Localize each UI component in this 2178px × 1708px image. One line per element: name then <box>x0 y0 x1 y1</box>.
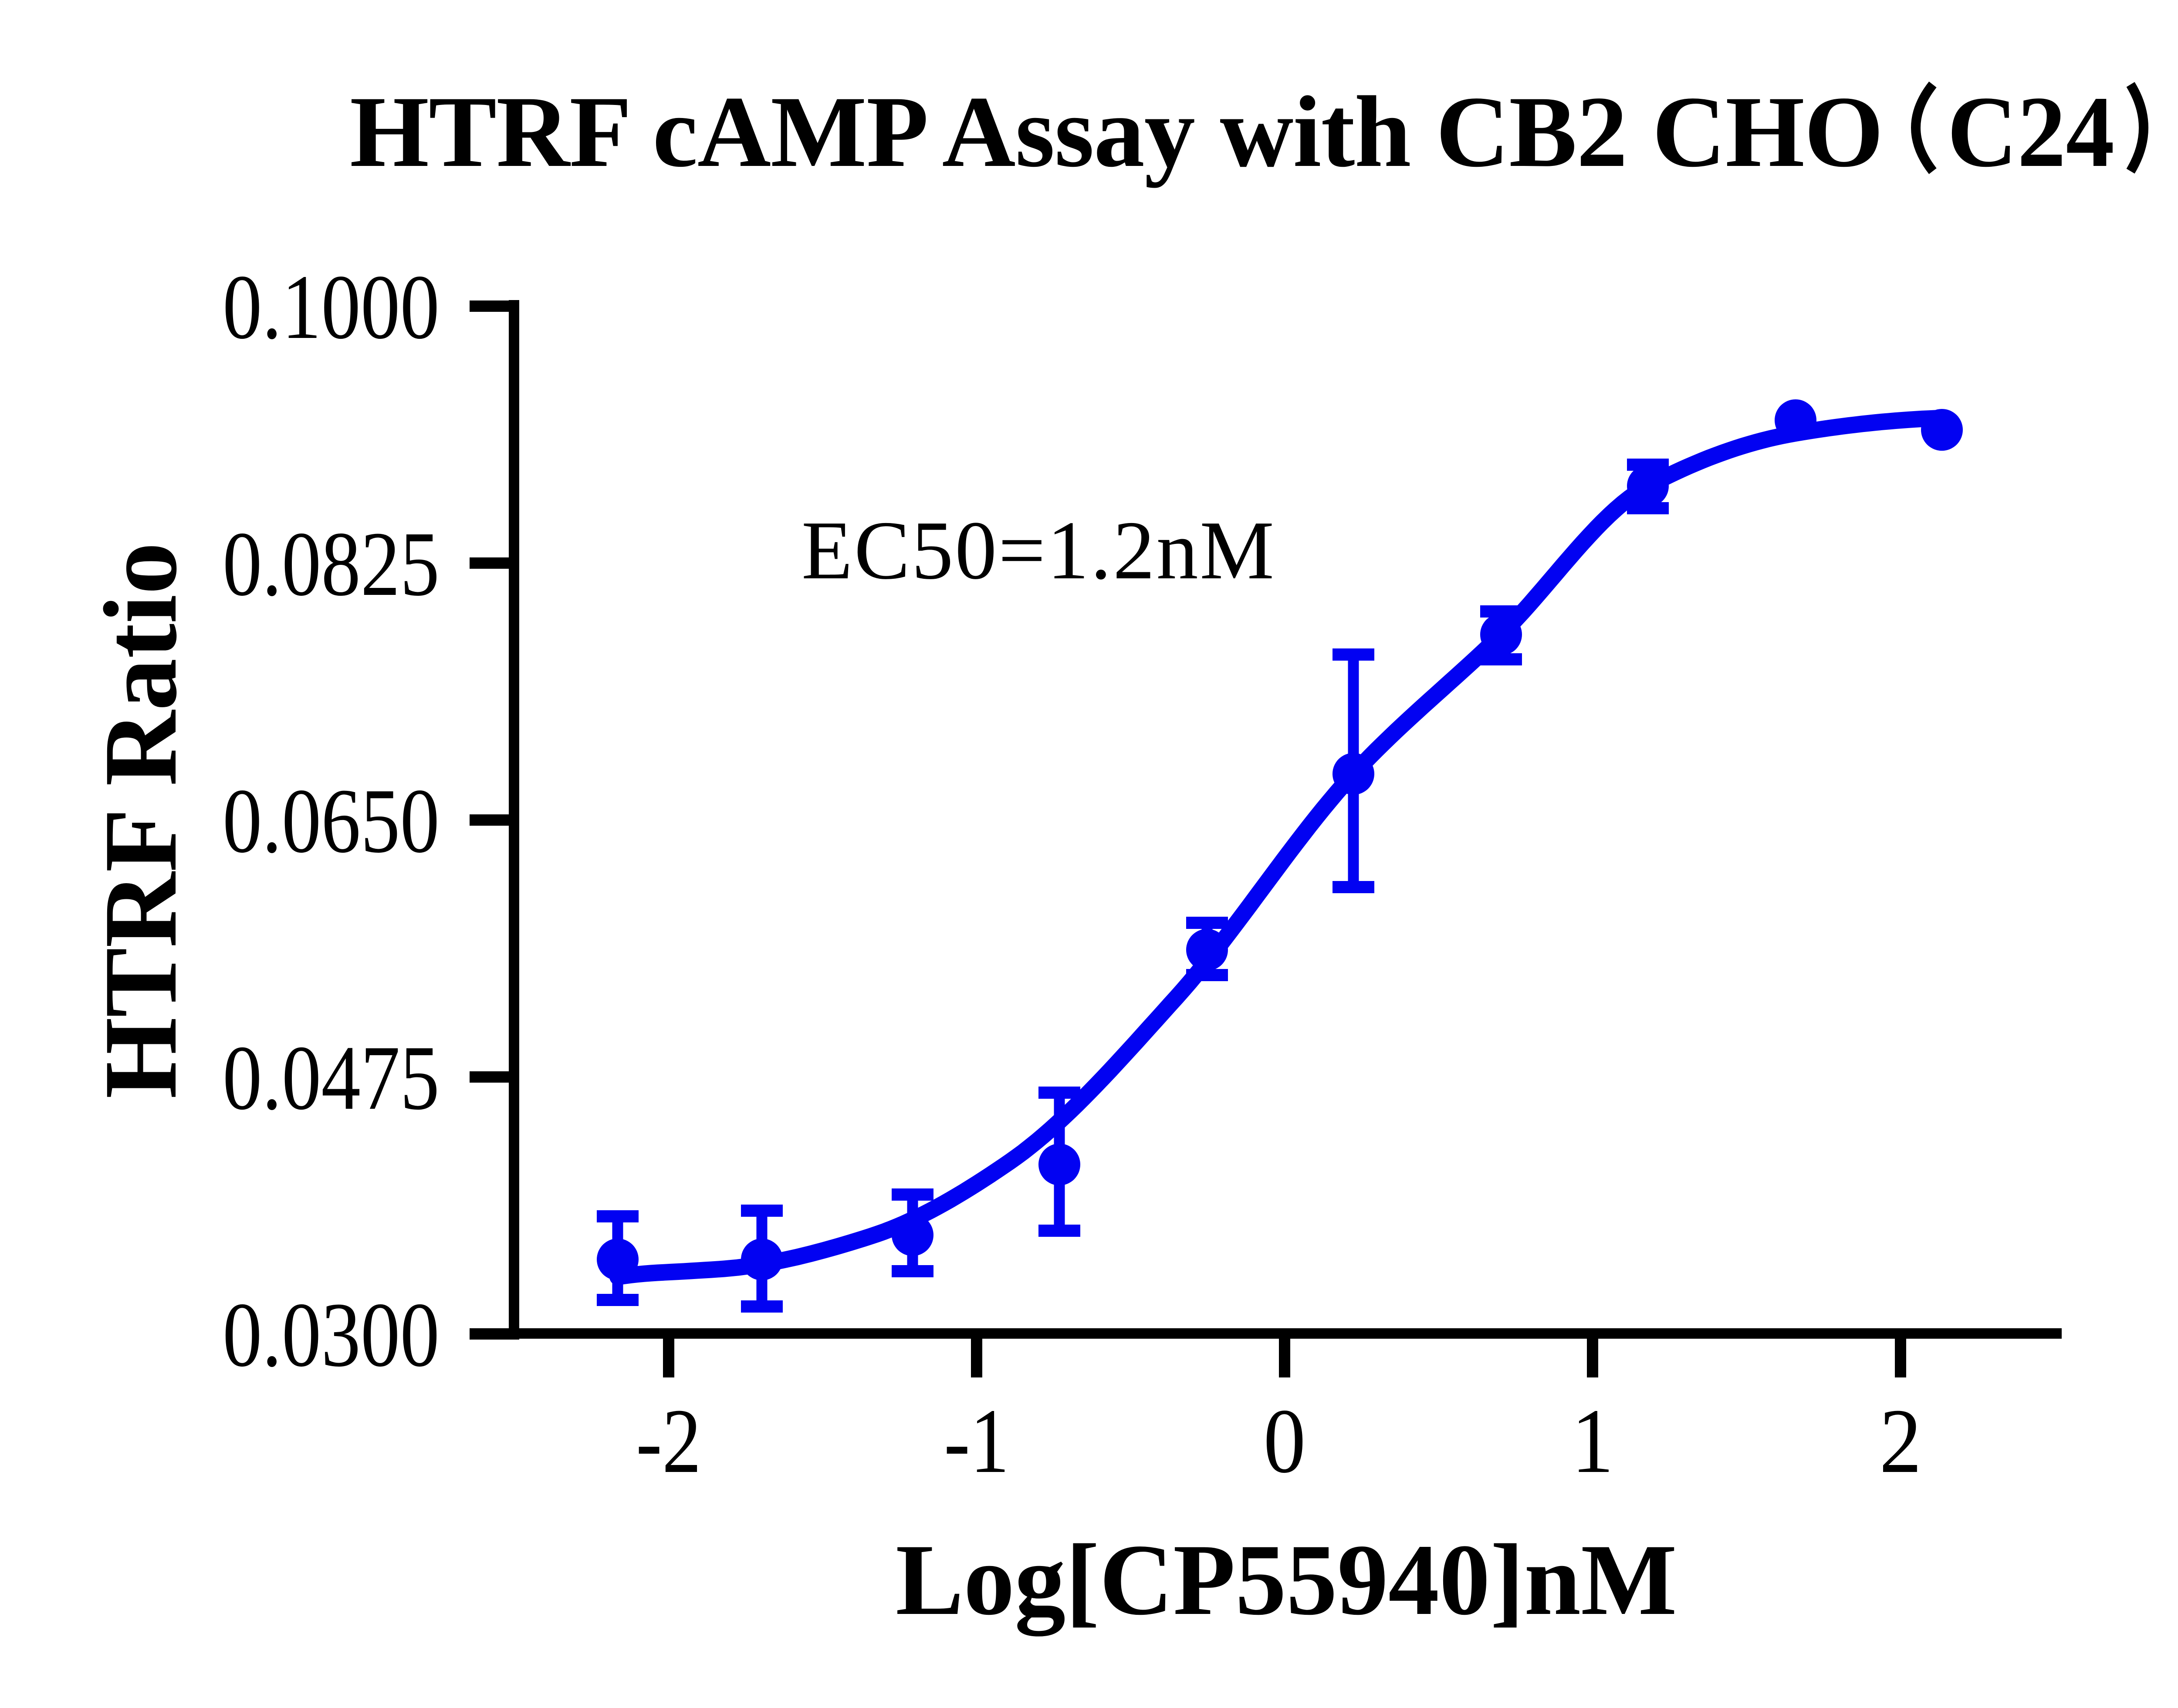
svg-text:Log[CP55940]nM: Log[CP55940]nM <box>896 1523 1677 1637</box>
svg-text:2: 2 <box>1880 1390 1922 1492</box>
svg-text:HTRF Ratio: HTRF Ratio <box>82 542 198 1099</box>
svg-text:EC50=1.2nM: EC50=1.2nM <box>802 504 1274 597</box>
svg-text:0.0300: 0.0300 <box>223 1283 440 1386</box>
svg-text:0.1000: 0.1000 <box>223 256 440 358</box>
svg-text:0: 0 <box>1264 1390 1306 1492</box>
svg-text:HTRF cAMP Assay with CB2 CHO: HTRF cAMP Assay with CB2 CHO <box>350 75 1884 188</box>
svg-text:0.0825: 0.0825 <box>223 513 440 615</box>
svg-text:-1: -1 <box>944 1390 1009 1492</box>
svg-text:0.0650: 0.0650 <box>223 770 440 872</box>
svg-text:0.0475: 0.0475 <box>223 1026 440 1129</box>
svg-text:1: 1 <box>1572 1390 1614 1492</box>
svg-text:C24: C24 <box>1947 75 2114 188</box>
svg-text:-2: -2 <box>636 1390 701 1492</box>
